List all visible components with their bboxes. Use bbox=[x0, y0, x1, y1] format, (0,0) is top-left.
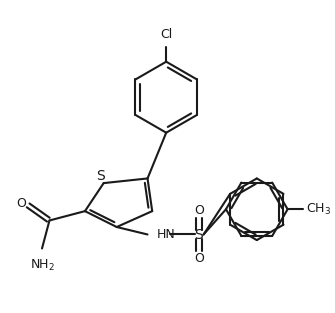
Text: O: O bbox=[194, 252, 204, 265]
Text: NH$_2$: NH$_2$ bbox=[29, 258, 55, 273]
Text: Cl: Cl bbox=[160, 28, 172, 41]
Text: S: S bbox=[195, 228, 203, 242]
Text: O: O bbox=[194, 204, 204, 217]
Text: S: S bbox=[96, 169, 105, 183]
Text: HN: HN bbox=[157, 228, 176, 241]
Text: O: O bbox=[16, 197, 26, 210]
Text: CH$_3$: CH$_3$ bbox=[306, 202, 331, 217]
